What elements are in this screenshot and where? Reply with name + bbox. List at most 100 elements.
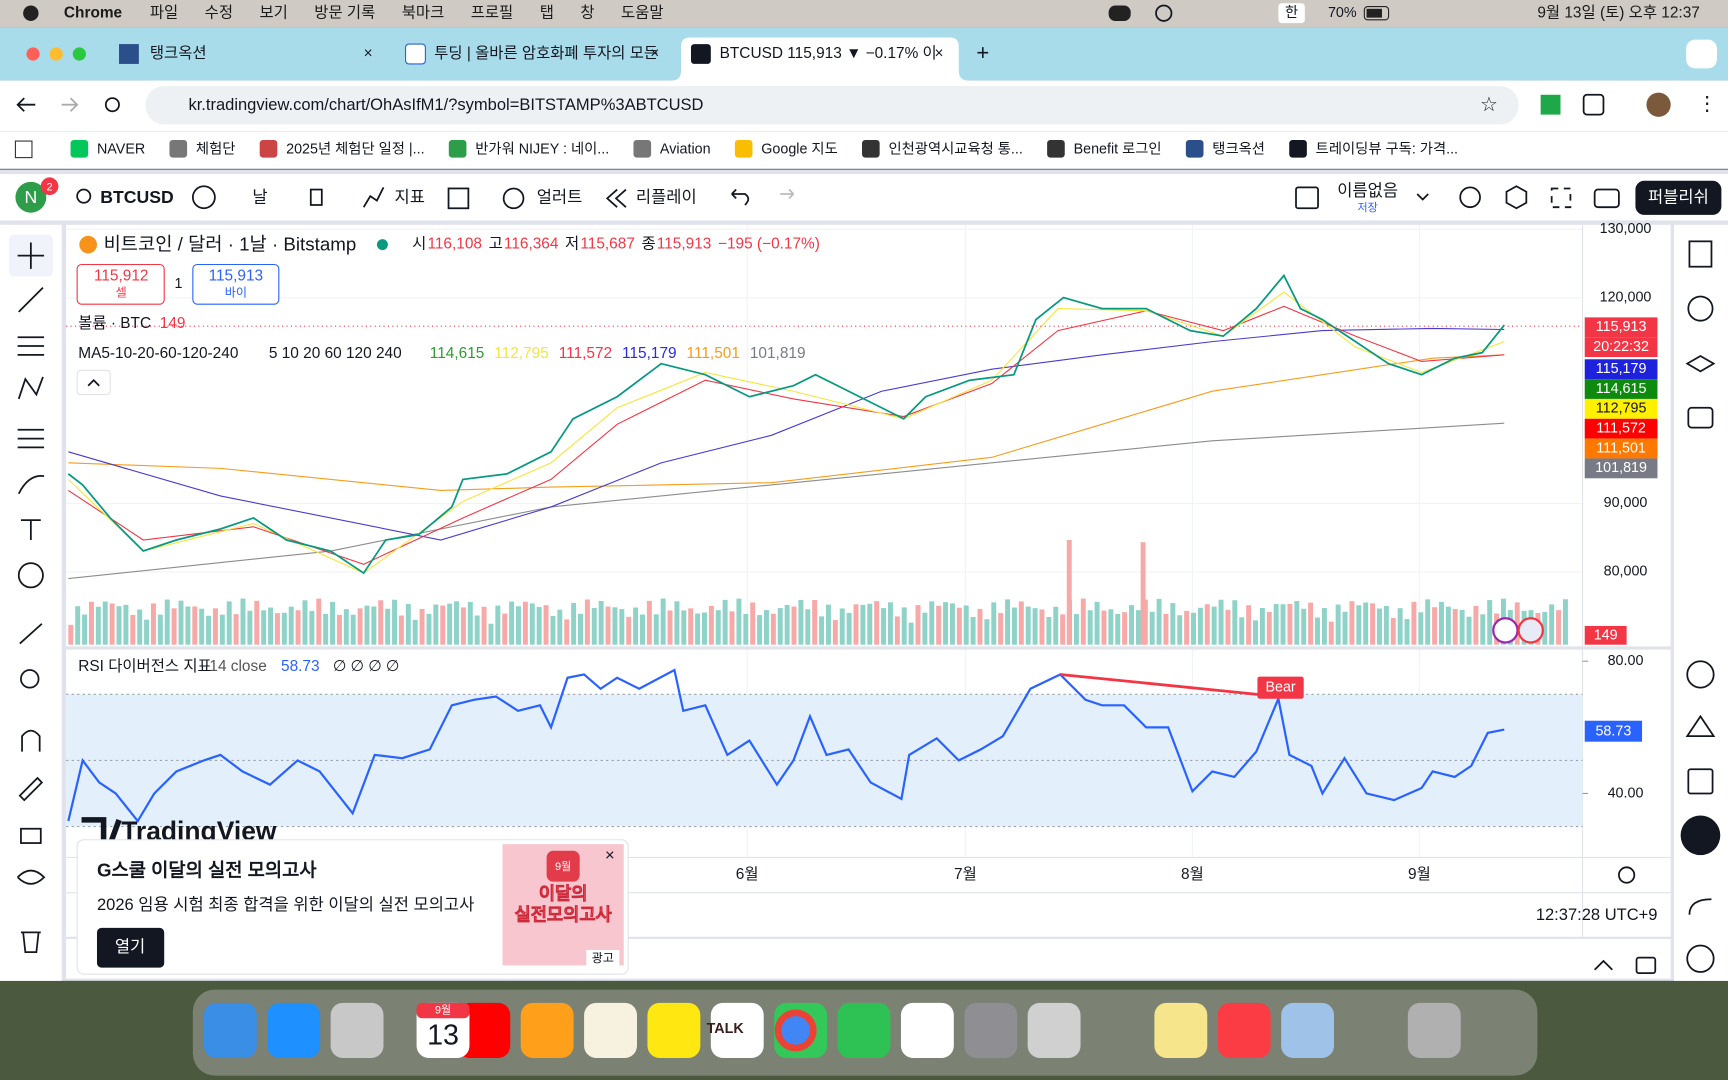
symbol-search[interactable]: BTCUSD (100, 187, 173, 207)
ad-card[interactable] (76, 839, 629, 975)
menu-item[interactable]: 보기 (259, 3, 287, 21)
bookmark[interactable]: 트레이딩뷰 구독: 가격... (1316, 141, 1458, 158)
profile[interactable] (1646, 92, 1671, 117)
dock-app[interactable] (584, 1002, 637, 1058)
menu[interactable]: ⋮ (1697, 93, 1717, 115)
publish-button[interactable] (1635, 180, 1722, 215)
tab-close[interactable]: × (364, 45, 373, 62)
dock-app[interactable] (964, 1002, 1018, 1058)
menu-item[interactable]: 파일 (150, 3, 178, 21)
dock-app[interactable] (1407, 1002, 1461, 1058)
maximize-panel[interactable] (1635, 956, 1657, 974)
object-tree[interactable] (1685, 354, 1716, 373)
menu-item[interactable]: 수정 (205, 3, 233, 21)
menu-item[interactable]: 도움말 (621, 3, 664, 21)
remove-tool[interactable] (20, 931, 41, 954)
status-icon[interactable] (1155, 4, 1173, 22)
snapshot-button[interactable] (1593, 188, 1620, 209)
dock-app[interactable] (647, 1002, 701, 1058)
dock-app[interactable] (520, 1002, 574, 1058)
url[interactable]: kr.tradingview.com/chart/OhAsIfM1/?symbo… (188, 95, 703, 114)
lock-tool[interactable] (20, 827, 42, 844)
compare-button[interactable] (191, 185, 216, 210)
extensions[interactable] (1582, 93, 1605, 116)
bookmark[interactable]: Google 지도 (761, 141, 837, 158)
text-tool[interactable] (20, 519, 41, 540)
tab-title[interactable]: BTCUSD 115,913 ▼ −0.17% 이 (720, 44, 937, 62)
bookmark[interactable]: 체험단 (196, 141, 236, 158)
dock-app[interactable] (900, 1002, 954, 1058)
hide-tool[interactable] (17, 869, 46, 885)
dock-app[interactable] (330, 1002, 384, 1058)
pattern-tool[interactable] (17, 376, 44, 400)
redo-button[interactable] (780, 188, 795, 199)
back-button[interactable] (16, 97, 36, 112)
replay-button[interactable]: 리플레이 (636, 188, 697, 207)
market-status[interactable] (376, 239, 388, 251)
buy-button[interactable] (192, 263, 280, 305)
streams[interactable] (1688, 898, 1712, 915)
dock-app[interactable] (1027, 1002, 1081, 1058)
avatar[interactable] (15, 181, 47, 213)
layout-name[interactable]: 이름없음 (1337, 181, 1398, 200)
icon-tool[interactable] (17, 562, 44, 589)
indicators-button[interactable]: 지표 (395, 188, 425, 207)
close-window[interactable] (26, 47, 40, 61)
dock-app[interactable] (837, 1002, 891, 1058)
fib-tool[interactable] (17, 336, 45, 356)
event-icon[interactable] (1492, 617, 1519, 644)
tab-title[interactable]: 투딩 | 올바른 암호화폐 투자의 모든 (434, 44, 658, 62)
menu-item[interactable]: 탭 (540, 3, 554, 21)
dock-app[interactable] (457, 1002, 511, 1058)
bookmark-star[interactable]: ☆ (1480, 94, 1498, 116)
app-name[interactable]: Chrome (64, 4, 123, 21)
undo-button[interactable] (731, 188, 750, 206)
help[interactable] (1686, 944, 1715, 973)
clock[interactable]: 9월 13일 (토) 오후 12:37 (1537, 3, 1700, 21)
layout-menu[interactable] (1416, 193, 1429, 201)
dock-app[interactable] (267, 1002, 321, 1058)
expand-panel[interactable] (1594, 959, 1613, 971)
menu-item[interactable]: 방문 기록 (314, 3, 375, 21)
economic-event[interactable] (1517, 617, 1544, 644)
tab-title[interactable]: 탱크옥션 (150, 44, 207, 62)
interval-button[interactable]: 날 (252, 188, 267, 207)
layout-icon[interactable] (1295, 186, 1319, 210)
alert-button[interactable]: 얼러트 (537, 188, 583, 207)
layouts-button[interactable] (447, 187, 470, 210)
chart-clock[interactable]: 12:37:28 UTC+9 (1536, 905, 1658, 924)
targets[interactable] (1686, 660, 1715, 689)
quick-search[interactable] (1459, 186, 1481, 209)
forecast-tool[interactable] (17, 428, 45, 449)
tab-close[interactable]: × (935, 45, 944, 62)
menu-item[interactable]: 프로필 (471, 3, 514, 21)
fullscreen-button[interactable] (1550, 187, 1572, 209)
bookmark[interactable]: 반가워 NIJEY : 네이... (475, 141, 609, 158)
lock-drawing-tool[interactable] (18, 776, 44, 802)
bookmark[interactable]: 2025년 체험단 일정 |... (286, 141, 424, 158)
zoom-window[interactable] (72, 47, 86, 61)
menu-item[interactable]: 북마크 (402, 3, 445, 21)
dock-app[interactable] (710, 1002, 764, 1058)
watchlist[interactable] (1688, 240, 1713, 268)
measure-tool[interactable] (19, 623, 43, 645)
extension[interactable] (1540, 94, 1561, 115)
bookmark[interactable]: Aviation (660, 142, 711, 158)
tab-search[interactable] (1686, 39, 1717, 69)
ad-button[interactable] (96, 927, 165, 968)
dock-app[interactable] (1281, 1002, 1335, 1058)
input-source[interactable] (1278, 3, 1305, 24)
menu-item[interactable]: 창 (580, 3, 594, 21)
crosshair-tool[interactable] (17, 242, 45, 269)
calendar[interactable] (1687, 768, 1714, 795)
new-tab[interactable]: + (976, 40, 989, 65)
brush-tool[interactable] (17, 474, 45, 495)
tab-close[interactable]: × (650, 45, 659, 62)
bookmark[interactable]: 탱크옥션 (1212, 141, 1265, 158)
dock-app[interactable] (1217, 1002, 1271, 1058)
minimize-window[interactable] (49, 47, 63, 61)
dock-app[interactable] (203, 1002, 257, 1058)
magnet-tool[interactable] (21, 729, 41, 752)
trading[interactable] (1685, 714, 1716, 738)
reload-button[interactable] (104, 97, 120, 113)
